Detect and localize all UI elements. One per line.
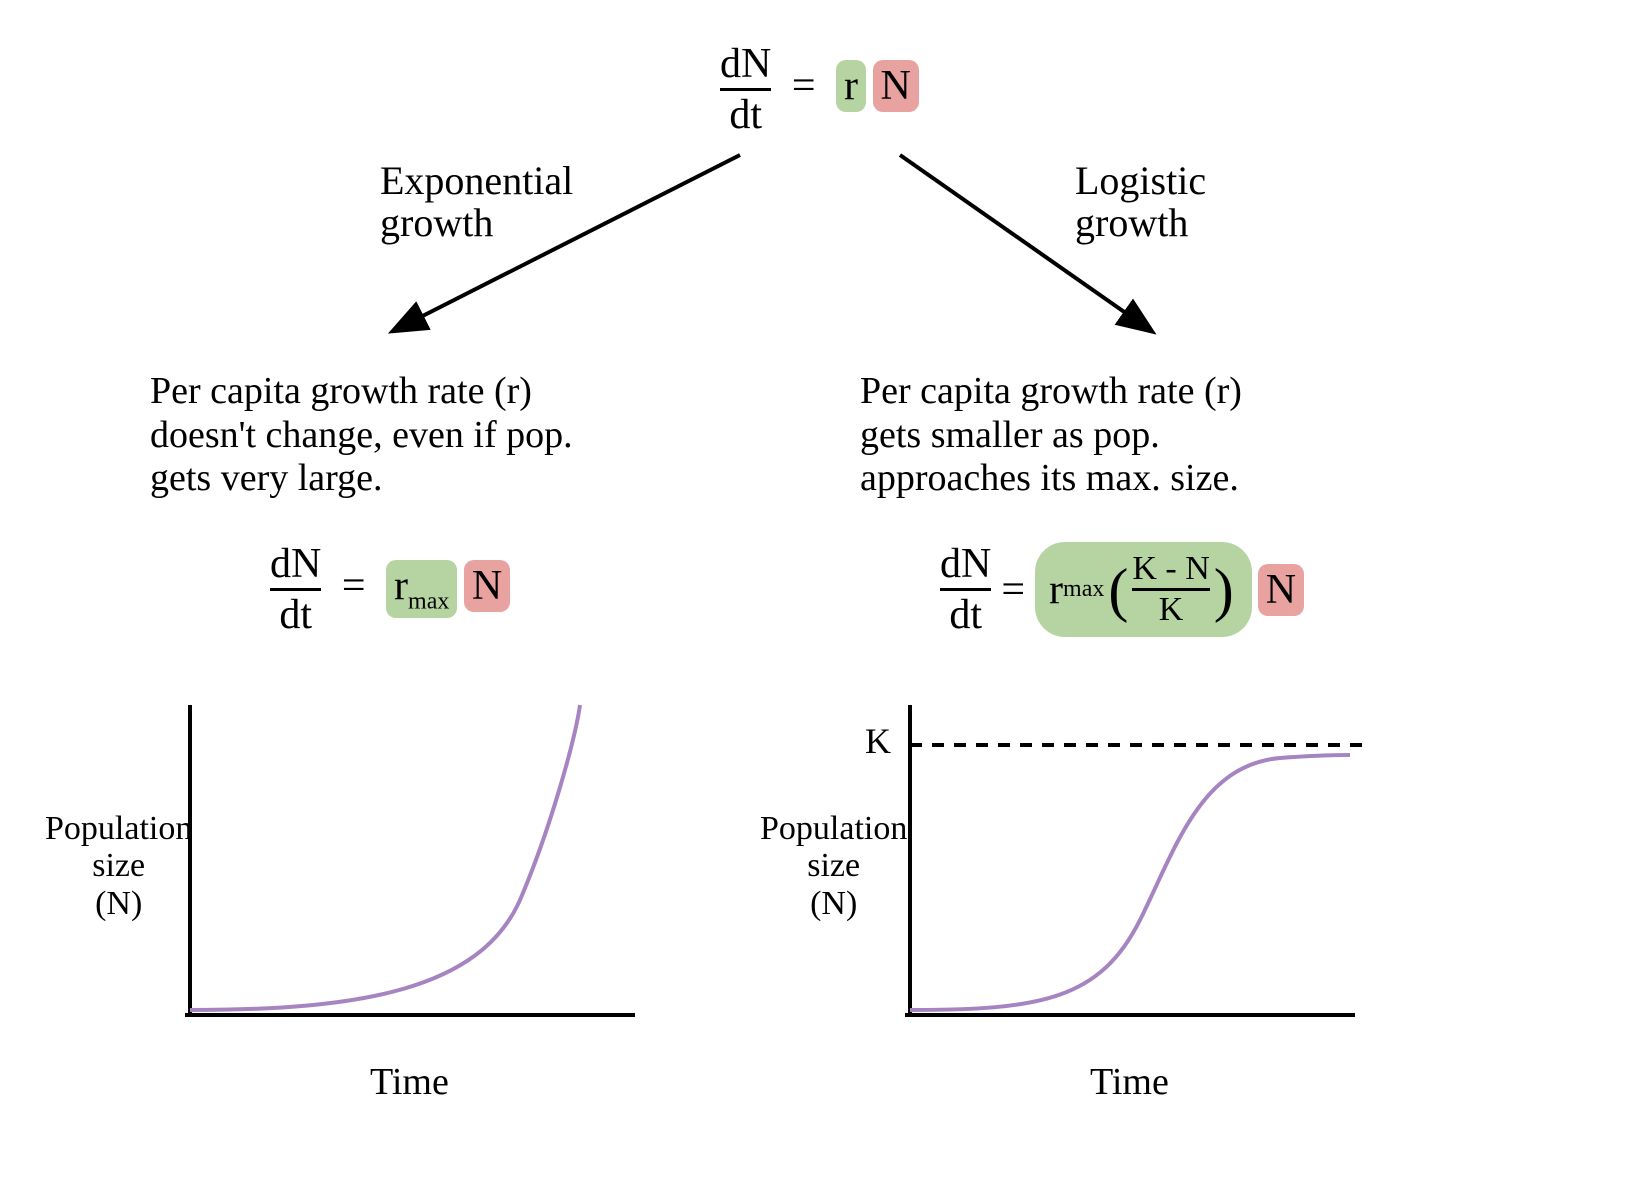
left-equation: dN dt = rmax N <box>270 540 510 639</box>
right-eq-lhs-num: dN <box>940 540 991 588</box>
right-eq-equals: = <box>1001 566 1025 614</box>
right-eq-inner-den: K <box>1132 588 1209 629</box>
right-eq-rterm-highlight: rmax ( K - N K ) <box>1035 542 1252 637</box>
right-eq-n: N <box>1266 567 1296 613</box>
right-eq-n-highlight: N <box>1258 564 1304 616</box>
right-branch-desc: Per capita growth rate (r) gets smaller … <box>860 370 1242 501</box>
right-eq-paren-open: ( <box>1108 569 1128 611</box>
left-chart-ylabel: Population size (N) <box>45 810 192 922</box>
left-branch-title: Exponential growth <box>380 160 573 244</box>
left-eq-lhs-fraction: dN dt <box>270 540 321 639</box>
right-eq-lhs-fraction: dN dt <box>940 540 991 639</box>
right-eq-inner-num: K - N <box>1132 550 1209 588</box>
left-eq-rmax-sub: max <box>408 589 449 615</box>
right-chart <box>900 700 1380 1020</box>
diagram-canvas: dN dt = r N Exponential growth Logistic … <box>0 0 1629 1190</box>
right-eq-lhs-den: dt <box>940 588 991 639</box>
left-eq-n-highlight: N <box>464 560 510 612</box>
right-equation: dN dt = rmax ( K - N K ) N <box>940 540 1304 639</box>
left-eq-rmax-highlight: rmax <box>386 560 457 617</box>
right-eq-paren-close: ) <box>1214 569 1234 611</box>
branch-arrows <box>0 0 1629 400</box>
left-eq-lhs-num: dN <box>270 540 321 588</box>
right-branch-title: Logistic growth <box>1075 160 1206 244</box>
left-chart-curve <box>190 705 580 1010</box>
left-branch-desc: Per capita growth rate (r) doesn't chang… <box>150 370 573 501</box>
right-eq-rmax-sub: max <box>1063 576 1104 603</box>
right-chart-curve <box>910 755 1350 1010</box>
right-eq-inner-fraction: K - N K <box>1132 550 1209 629</box>
right-chart-ylabel: Population size (N) <box>760 810 907 922</box>
right-chart-k-label: K <box>865 720 891 762</box>
right-chart-xlabel: Time <box>1090 1060 1169 1104</box>
left-chart <box>180 700 640 1020</box>
left-eq-equals: = <box>342 563 366 609</box>
left-eq-lhs-den: dt <box>270 588 321 639</box>
right-eq-rmax: r <box>1049 566 1063 614</box>
left-eq-n: N <box>472 563 502 609</box>
left-eq-rmax: r <box>394 563 408 609</box>
left-chart-xlabel: Time <box>370 1060 449 1104</box>
